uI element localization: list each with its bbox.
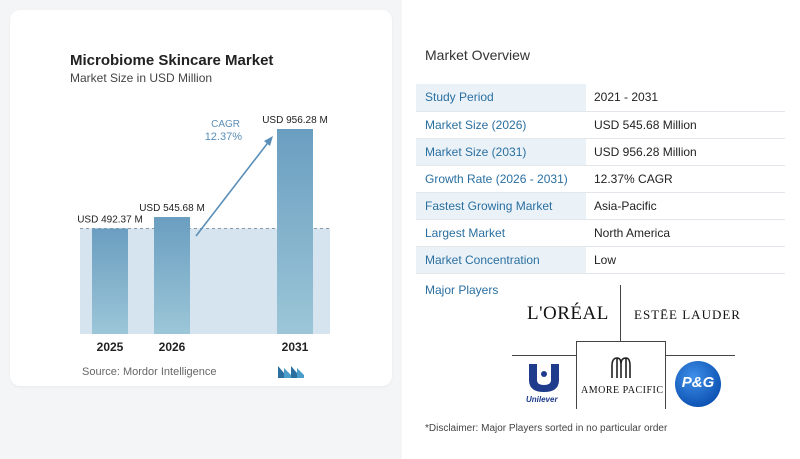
overview-key: Largest Market xyxy=(416,219,586,247)
logo-divider xyxy=(512,355,576,356)
overview-key: Growth Rate (2026 - 2031) xyxy=(416,165,586,193)
cagr-arrow xyxy=(195,139,271,237)
overview-row: Fastest Growing Market Asia-Pacific xyxy=(416,192,785,220)
overview-key: Market Size (2031) xyxy=(416,138,586,166)
overview-key: Market Size (2026) xyxy=(416,111,586,139)
overview-value: USD 956.28 Million xyxy=(586,138,785,166)
loreal-logo: L'ORÉAL xyxy=(527,303,609,324)
overview-key: Study Period xyxy=(416,84,586,112)
overview-value: 12.37% CAGR xyxy=(586,165,785,193)
overview-value: Asia-Pacific xyxy=(586,192,785,220)
mordor-logo-icon xyxy=(278,366,304,378)
bar-2026 xyxy=(154,217,190,334)
overview-row: Market Size (2026) USD 545.68 Million xyxy=(416,111,785,139)
overview-value: 2021 - 2031 xyxy=(586,84,785,112)
overview-key: Fastest Growing Market xyxy=(416,192,586,220)
overview-value: Low xyxy=(586,246,785,274)
value-label: USD 956.28 M xyxy=(262,115,328,126)
cagr-label: CAGR xyxy=(211,119,240,130)
cagr-arrowhead xyxy=(264,136,273,146)
overview-row: Largest Market North America xyxy=(416,219,785,247)
overview-title: Market Overview xyxy=(425,47,531,63)
value-label: USD 492.37 M xyxy=(77,214,143,225)
unilever-u-icon xyxy=(529,364,559,392)
x-tick-label: 2026 xyxy=(159,340,186,354)
cagr-value: 12.37% xyxy=(205,131,243,143)
logo-divider xyxy=(576,341,665,342)
chart-title: Microbiome Skincare Market xyxy=(70,52,274,69)
logo-divider xyxy=(576,341,577,409)
overview-value: USD 545.68 Million xyxy=(586,111,785,139)
estee-lauder-logo: ESTĒE LAUDER xyxy=(634,307,741,322)
amore-pacific-icon xyxy=(611,357,631,378)
value-label: USD 545.68 M xyxy=(139,203,205,214)
logo-divider xyxy=(665,341,666,409)
overview-row: Growth Rate (2026 - 2031) 12.37% CAGR xyxy=(416,165,785,193)
overview-key: Market Concentration xyxy=(416,246,586,274)
pg-logo: P&G xyxy=(681,374,715,391)
disclaimer: *Disclaimer: Major Players sorted in no … xyxy=(425,423,668,434)
source-note: Source: Mordor Intelligence xyxy=(82,366,217,378)
chart-subtitle: Market Size in USD Million xyxy=(70,71,213,85)
bar-2031 xyxy=(277,129,313,334)
bar-2025 xyxy=(92,228,128,334)
overview-value: North America xyxy=(586,219,785,247)
major-players-title: Major Players xyxy=(425,283,499,297)
logo-divider xyxy=(665,355,735,356)
overview-table: Study Period 2021 - 2031 Market Size (2026… xyxy=(416,84,785,274)
overview-row: Market Size (2031) USD 956.28 Million xyxy=(416,138,785,166)
pg-logo-icon xyxy=(675,361,721,407)
unilever-logo: Unilever xyxy=(526,395,558,404)
logo-divider xyxy=(620,285,621,341)
overview-row: Study Period 2021 - 2031 xyxy=(416,84,785,112)
bar-chart: USD 492.37 M 2025 USD 545.68 M 2026 USD 956.… xyxy=(77,115,330,354)
x-tick-label: 2031 xyxy=(282,340,309,354)
overview-row: Market Concentration Low xyxy=(416,246,785,274)
x-tick-label: 2025 xyxy=(97,340,124,354)
amore-pacific-logo: AMORE PACIFIC xyxy=(581,385,664,396)
